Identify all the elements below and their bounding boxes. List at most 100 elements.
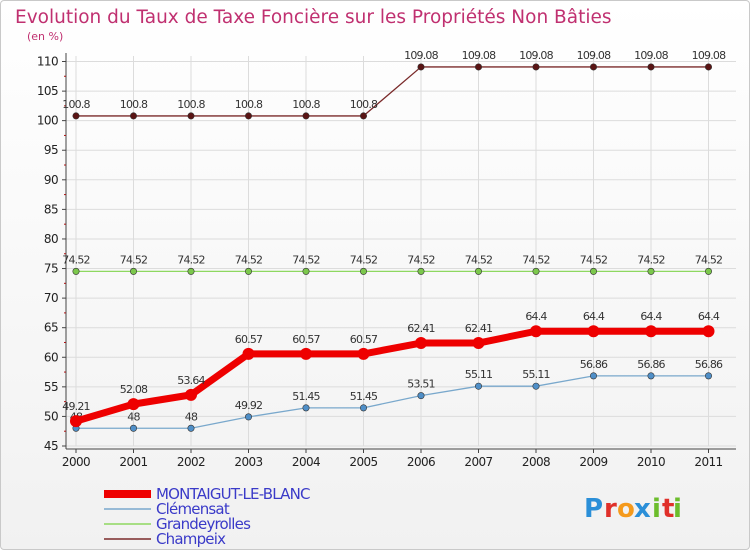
series-line xyxy=(75,66,710,117)
data-label: 60.57 xyxy=(292,333,320,346)
data-label: 74.52 xyxy=(637,253,665,266)
data-point xyxy=(302,112,310,120)
y-tick-label: 45 xyxy=(44,439,58,453)
data-label: 51.45 xyxy=(350,390,378,403)
series-cl-mensat: 48484849.9251.4551.4553.5155.1155.1156.8… xyxy=(70,358,724,432)
x-tick-label: 2006 xyxy=(407,455,435,469)
data-label: 48 xyxy=(185,410,198,423)
data-point xyxy=(474,63,482,71)
series-line xyxy=(72,327,712,425)
data-point xyxy=(415,337,427,350)
y-tick-label: 85 xyxy=(44,202,58,216)
data-label: 74.52 xyxy=(292,253,320,266)
data-label: 74.52 xyxy=(350,253,378,266)
x-tick-label: 2005 xyxy=(349,455,377,469)
data-label: 48 xyxy=(127,410,140,423)
y-tick-label: 100 xyxy=(37,114,58,128)
data-label: 64.4 xyxy=(698,310,720,323)
data-point xyxy=(587,325,600,338)
data-label: 100.8 xyxy=(120,98,148,111)
data-label: 56.86 xyxy=(637,358,665,371)
gridlines xyxy=(66,56,736,447)
data-point xyxy=(417,63,425,71)
logo-letter: x xyxy=(634,494,651,524)
data-label: 62.41 xyxy=(465,322,493,335)
x-tick-label: 2008 xyxy=(522,455,550,469)
data-point xyxy=(359,404,367,412)
data-label: 60.57 xyxy=(235,333,263,346)
data-point xyxy=(187,267,195,275)
data-label: 100.8 xyxy=(62,98,90,111)
y-tick-label: 65 xyxy=(44,321,58,335)
data-label: 55.11 xyxy=(465,368,493,381)
data-label: 53.51 xyxy=(407,378,435,391)
data-label: 100.8 xyxy=(177,98,205,111)
logo-letter: r xyxy=(604,494,617,524)
y-tick-label: 75 xyxy=(44,262,58,276)
y-tick-label: 55 xyxy=(44,380,58,394)
data-point xyxy=(417,267,425,275)
chart-title: Evolution du Taux de Taxe Foncière sur l… xyxy=(15,7,612,28)
data-label: 64.4 xyxy=(583,310,605,323)
series-layer: 100.8 100.8 100.8 100.8 100.8 100.8 109.08 109.… xyxy=(62,49,727,432)
x-tick-label: 2003 xyxy=(234,455,262,469)
data-point xyxy=(532,382,540,390)
x-tick-label: 2011 xyxy=(694,455,722,469)
data-point xyxy=(130,112,138,120)
y-tick-label: 60 xyxy=(44,350,58,364)
data-label: 74.52 xyxy=(177,253,205,266)
y-axis-unit-label: (en %) xyxy=(27,30,63,43)
data-label: 56.86 xyxy=(580,358,608,371)
data-point xyxy=(242,347,255,360)
data-label: 74.52 xyxy=(580,253,608,266)
data-label: 51.45 xyxy=(292,390,320,403)
data-point xyxy=(530,325,542,338)
data-point xyxy=(532,63,540,71)
data-point xyxy=(417,392,425,400)
data-point xyxy=(300,347,312,360)
data-label: 74.52 xyxy=(407,253,435,266)
series-montaigut-le-blanc: 49.21 52.08 53.64 60.57 60.57 60.57 62.41 62.41… xyxy=(62,310,721,428)
data-label: 53.64 xyxy=(177,374,205,387)
data-label: 100.8 xyxy=(292,98,320,111)
data-point xyxy=(647,372,655,380)
data-point xyxy=(472,337,485,350)
series-champeix: 100.8 100.8 100.8 100.8 100.8 100.8 109.08 109.… xyxy=(62,49,727,120)
y-tick-label: 50 xyxy=(44,409,58,423)
y-tick-label: 90 xyxy=(44,173,58,187)
data-label: 74.52 xyxy=(62,253,90,266)
data-point xyxy=(127,398,140,411)
data-label: 62.41 xyxy=(407,322,435,335)
logo-letter: o xyxy=(617,494,635,524)
data-point xyxy=(647,267,655,275)
data-label: 109.08 xyxy=(634,49,668,62)
data-point xyxy=(302,404,310,412)
x-tick-label: 2001 xyxy=(119,455,147,469)
logo-letter: P xyxy=(584,494,603,524)
data-point xyxy=(359,267,367,275)
data-label: 74.52 xyxy=(465,253,493,266)
data-point xyxy=(185,388,197,401)
legend-label: MONTAIGUT-LE-BLANC xyxy=(156,485,310,503)
data-point xyxy=(245,112,253,120)
legend-label: Champeix xyxy=(156,530,226,548)
y-tick-label: 95 xyxy=(44,143,58,157)
legend-label: Clémensat xyxy=(156,500,230,518)
data-point xyxy=(645,325,657,338)
data-point xyxy=(474,382,482,390)
data-label: 74.52 xyxy=(235,253,263,266)
y-tick-label: 70 xyxy=(44,291,58,305)
logo-letter: i xyxy=(652,494,661,524)
data-point xyxy=(72,267,80,275)
data-point xyxy=(72,112,80,120)
axes: 45 50 55 60 65 70 75 80 85 90 95 100 105 110 2000 2001 2… xyxy=(37,53,736,469)
data-point xyxy=(245,413,253,421)
data-label: 109.08 xyxy=(404,49,438,62)
data-label: 55.11 xyxy=(522,368,550,381)
data-label: 74.52 xyxy=(522,253,550,266)
x-tick-label: 2009 xyxy=(579,455,607,469)
data-label: 109.08 xyxy=(692,49,726,62)
